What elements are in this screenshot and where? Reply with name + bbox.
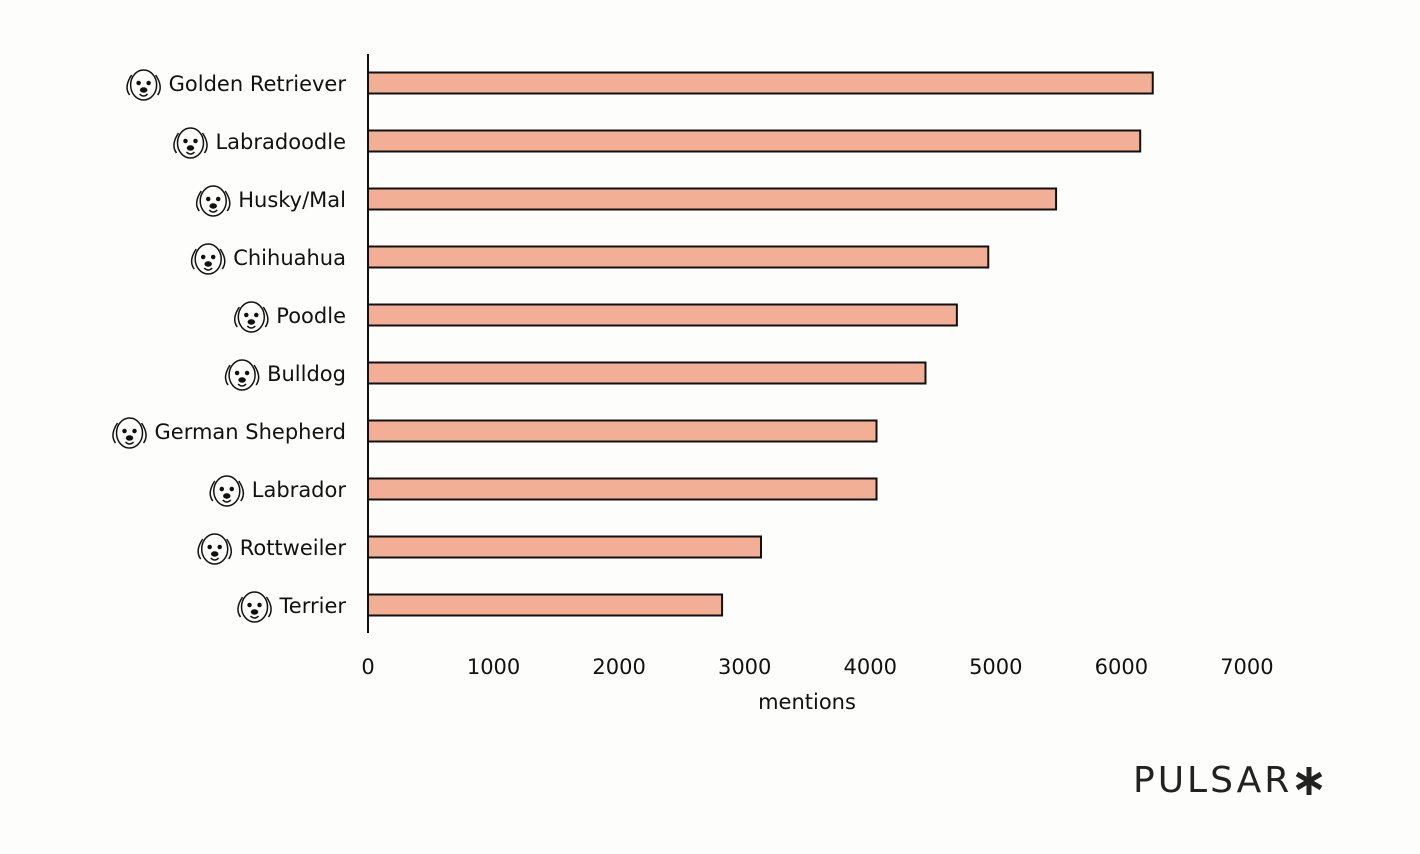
x-tick-label: 1000 xyxy=(467,655,520,679)
asterisk-icon xyxy=(1296,766,1323,795)
y-tick-label: Husky/Mal xyxy=(238,188,346,212)
bar xyxy=(367,187,1058,211)
rottweiler-icon xyxy=(197,533,232,565)
y-tick-label: Poodle xyxy=(276,304,346,328)
x-axis-title: mentions xyxy=(758,690,856,714)
pulsar-logo: PULSAR xyxy=(1133,760,1324,801)
x-tick-label: 2000 xyxy=(592,655,645,679)
bar xyxy=(367,535,763,559)
bar xyxy=(367,477,878,501)
y-tick-label: Bulldog xyxy=(267,362,346,386)
german-shepherd-icon xyxy=(112,417,147,449)
y-tick-label: Chihuahua xyxy=(233,246,346,270)
x-tick-label: 5000 xyxy=(969,655,1022,679)
bar xyxy=(367,361,927,385)
husky-icon xyxy=(195,185,231,217)
x-tick-label: 0 xyxy=(361,655,374,679)
y-tick-label: Labrador xyxy=(252,478,347,502)
x-tick-label: 7000 xyxy=(1220,655,1273,679)
labradoodle-icon xyxy=(173,127,208,159)
bulldog-icon xyxy=(224,359,260,391)
bar xyxy=(367,593,724,617)
brand-text: PULSAR xyxy=(1133,760,1293,801)
y-tick-label: Labradoodle xyxy=(215,130,346,154)
y-tick-label: Terrier xyxy=(279,594,347,618)
x-tick-label: 4000 xyxy=(844,655,897,679)
labrador-icon xyxy=(209,475,245,507)
poodle-icon xyxy=(234,301,269,333)
bar xyxy=(367,303,958,327)
bar xyxy=(367,129,1142,153)
x-tick-label: 6000 xyxy=(1095,655,1148,679)
y-tick-label: Golden Retriever xyxy=(169,72,347,96)
golden-retriever-icon xyxy=(126,69,161,101)
bar xyxy=(367,419,878,443)
chihuahua-icon xyxy=(190,243,226,275)
y-tick-label: Rottweiler xyxy=(240,536,347,560)
bar xyxy=(367,245,990,269)
terrier-icon xyxy=(237,591,272,623)
y-tick-label: German Shepherd xyxy=(155,420,346,444)
bar xyxy=(367,71,1154,95)
x-tick-label: 3000 xyxy=(718,655,771,679)
